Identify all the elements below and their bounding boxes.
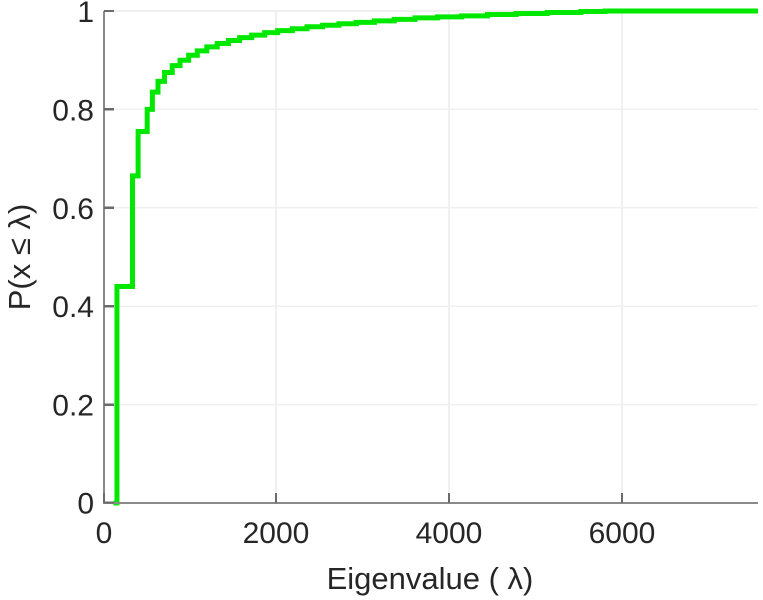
y-axis-ticks: [104, 9, 114, 504]
x-axis-title: Eigenvalue ( λ): [327, 561, 534, 596]
y-tick-label-0.2: 0.2: [52, 390, 94, 423]
x-tick-label-2000: 2000: [243, 517, 310, 550]
x-tick-label-0: 0: [96, 517, 113, 550]
y-tick-label-0: 0: [77, 488, 94, 521]
x-tick-label-4000: 4000: [416, 517, 483, 550]
vertical-gridlines: [275, 11, 623, 503]
y-tick-label-0.8: 0.8: [52, 94, 94, 127]
y-tick-label-0.6: 0.6: [52, 193, 94, 226]
y-axis-title: P(x ≤ λ): [2, 204, 37, 311]
x-axis-tick-labels: 0 2000 4000 6000: [96, 517, 656, 550]
cdf-curve: [113, 8, 758, 506]
x-axis-ticks: [102, 493, 624, 503]
y-tick-label-1: 1: [77, 0, 94, 29]
y-axis-tick-labels: 1 0.8 0.6 0.4 0.2 0: [52, 0, 94, 521]
x-tick-label-6000: 6000: [589, 517, 656, 550]
y-tick-label-0.4: 0.4: [52, 291, 94, 324]
plot-background: [104, 11, 758, 503]
